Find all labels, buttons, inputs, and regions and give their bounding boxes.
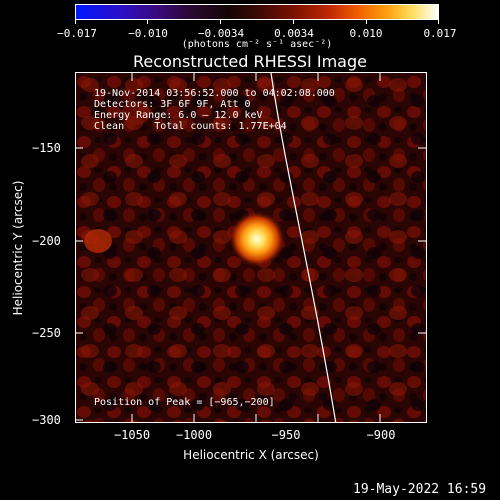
x-tick-label: −950 [271, 428, 301, 442]
solar-limb [270, 73, 337, 422]
timestamp: 19‑May‑2022 16:59 [353, 482, 487, 497]
colorbar-tick-label: −0.0034 [197, 27, 245, 40]
colorbar-tick-label: 0.017 [423, 27, 457, 40]
peak-source [229, 211, 285, 267]
colorbar [75, 4, 439, 20]
colorbar-tick-label: −0.017 [57, 27, 97, 40]
detectors: Detectors: 3F 6F 9F, Att 0 [94, 99, 251, 110]
colorbar-units: (photons cm⁻² s⁻¹ asec⁻²) [181, 39, 333, 50]
x-tick-label: −900 [366, 428, 396, 442]
y-tick-label: −200 [32, 234, 61, 248]
rhessi-image: 19‑Nov‑2014 03:56:52.000 to 04:02:08.000… [75, 72, 427, 423]
rhessi-image-svg [76, 73, 426, 422]
clean-counts: Clean Total counts: 1.77E+04 [94, 121, 287, 132]
plot-title: Reconstructed RHESSI Image [133, 52, 367, 71]
colorbar-tick-label: −0.010 [128, 27, 168, 40]
colorbar-ticks [0, 0, 500, 30]
x-tick-label: −1000 [175, 428, 213, 442]
x-tick-label: −1050 [113, 428, 151, 442]
y-axis-label: Heliocentric Y (arcsec) [11, 180, 25, 316]
y-tick-label: −250 [32, 326, 61, 340]
colorbar-tick-label: 0.0034 [274, 27, 314, 40]
x-axis-label: Heliocentric X (arcsec) [183, 448, 319, 462]
y-tick-label: −150 [32, 141, 61, 155]
obs-time: 19‑Nov‑2014 03:56:52.000 to 04:02:08.000 [94, 88, 335, 99]
y-tick-label: −300 [32, 413, 61, 427]
energy-range: Energy Range: 6.0 – 12.0 keV [94, 110, 263, 121]
peak-position: Position of Peak = [−965,−200] [94, 397, 275, 408]
colorbar-tick-label: 0.010 [349, 27, 383, 40]
